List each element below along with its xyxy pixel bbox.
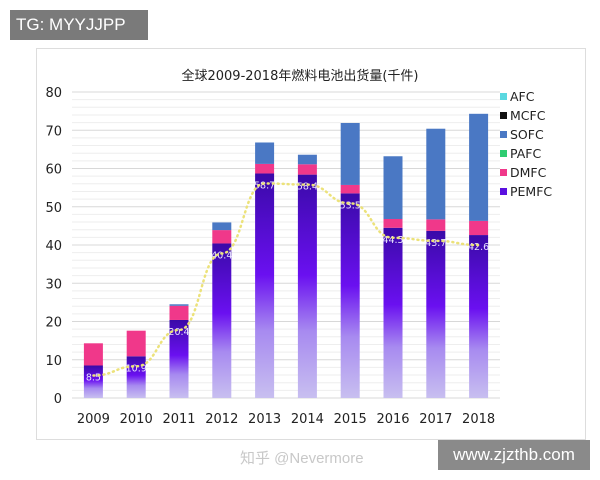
x-tick-label: 2010 [120, 412, 153, 427]
chart-title: 全球2009-2018年燃料电池出货量(千件) [181, 68, 418, 84]
y-tick-label: 70 [45, 124, 62, 139]
bar-pemfc [169, 319, 189, 398]
bar-pemfc [212, 243, 232, 398]
data-label: 8.5 [86, 372, 101, 383]
legend-label-pemfc: PEMFC [510, 184, 552, 199]
bar-sofc [169, 304, 189, 306]
legend-swatch-afc [500, 93, 507, 100]
x-tick-label: 2015 [334, 412, 367, 427]
data-label: 58.7 [254, 180, 275, 191]
bar-sofc [340, 122, 360, 185]
data-label: 44.5 [382, 235, 403, 246]
zhihu-watermark: 知乎 @Nevermore [240, 450, 364, 467]
bar-sofc [212, 222, 232, 231]
data-label: 53.5 [340, 200, 361, 211]
bar-dmfc [469, 220, 489, 236]
bar-sofc [297, 154, 317, 165]
bar-dmfc [126, 330, 146, 357]
bar-dmfc [212, 230, 232, 244]
bar-dmfc [426, 219, 446, 231]
legend-swatch-mcfc [500, 112, 507, 119]
legend-swatch-sofc [500, 131, 507, 138]
bar-dmfc [340, 184, 360, 194]
x-tick-label: 2009 [77, 412, 110, 427]
data-label: 40.4 [211, 250, 232, 261]
bar-sofc [469, 113, 489, 221]
bar-pemfc [340, 193, 360, 398]
bar-sofc [255, 142, 275, 164]
bar-sofc [426, 128, 446, 220]
bar-dmfc [297, 164, 317, 175]
x-tick-label: 2012 [205, 412, 238, 427]
y-tick-label: 0 [54, 392, 62, 407]
y-tick-label: 60 [45, 163, 62, 178]
bar-dmfc [383, 218, 403, 228]
bar-pemfc [426, 230, 446, 398]
data-label: 58.4 [297, 182, 318, 193]
legend-swatch-pemfc [500, 188, 507, 195]
y-tick-label: 80 [45, 86, 62, 101]
y-tick-label: 50 [45, 201, 62, 216]
bar-pemfc [83, 365, 103, 398]
legend-swatch-pafc [500, 150, 507, 157]
trendline [92, 182, 480, 377]
x-tick-label: 2013 [248, 412, 281, 427]
bar-dmfc [83, 343, 103, 366]
y-tick-label: 20 [45, 316, 62, 331]
data-label: 10.9 [126, 363, 147, 374]
legend-swatch-dmfc [500, 169, 507, 176]
data-label: 43.7 [425, 238, 446, 249]
bar-pemfc [469, 235, 489, 398]
bar-pemfc [255, 173, 275, 398]
x-tick-label: 2018 [462, 412, 495, 427]
legend-label-dmfc: DMFC [510, 165, 547, 180]
data-label: 20.4 [168, 327, 189, 338]
legend-label-sofc: SOFC [510, 127, 544, 142]
y-tick-label: 10 [45, 354, 62, 369]
bar-dmfc [255, 163, 275, 174]
bar-pemfc [297, 174, 317, 398]
x-tick-label: 2016 [376, 412, 409, 427]
data-label: 42.6 [468, 242, 489, 253]
legend-label-afc: AFC [510, 89, 535, 104]
bar-sofc [383, 156, 403, 219]
site-watermark: www.zjzthb.com [438, 440, 590, 470]
bar-dmfc [169, 305, 189, 320]
legend-label-mcfc: MCFC [510, 108, 546, 123]
x-tick-label: 2017 [419, 412, 452, 427]
tg-watermark: TG: MYYJJPP [10, 10, 148, 40]
x-tick-label: 2014 [291, 412, 324, 427]
x-tick-label: 2011 [162, 412, 195, 427]
bar-pemfc [383, 227, 403, 398]
y-tick-label: 40 [45, 239, 62, 254]
legend-label-pafc: PAFC [510, 146, 541, 161]
y-tick-label: 30 [45, 277, 62, 292]
